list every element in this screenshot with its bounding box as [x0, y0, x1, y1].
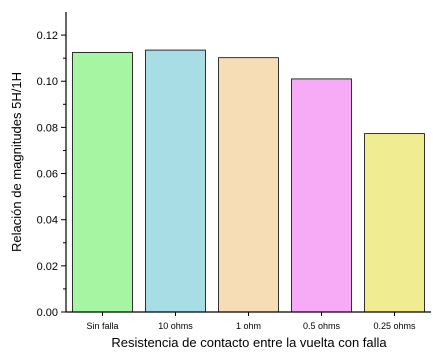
x-ticks: Sin falla 10 ohms 1 ohm 0.5 ohms 0.25 ohms [86, 312, 416, 331]
x-tick-label: 0.25 ohms [373, 321, 416, 331]
x-tick-label: 0.5 ohms [303, 321, 341, 331]
y-tick-label: 0.12 [37, 30, 58, 42]
bar-10-ohms [145, 49, 206, 313]
y-tick-label: 0.10 [37, 76, 58, 88]
y-axis-title: Relación de magnitudes 5H/1H [9, 72, 24, 252]
y-tick-label: 0.00 [37, 307, 58, 319]
x-tick-label: Sin falla [86, 321, 118, 331]
bars-layer [72, 49, 425, 313]
bar-0-5-ohms [291, 78, 352, 313]
y-tick-label: 0.08 [37, 122, 58, 134]
bar-1-ohm [218, 57, 279, 313]
bar-sin-falla [72, 51, 133, 313]
y-tick-label: 0.04 [37, 215, 58, 227]
bar-0-25-ohms [364, 133, 425, 313]
x-tick-label: 10 ohms [158, 321, 193, 331]
x-tick-label: 1 ohm [236, 321, 261, 331]
x-axis-title: Resistencia de contacto entre la vuelta … [111, 335, 387, 350]
y-tick-label: 0.02 [37, 261, 58, 273]
y-tick-label: 0.06 [37, 169, 58, 181]
y-ticks: 0.00 0.02 0.04 0.06 0.08 0.10 0.12 [37, 30, 66, 319]
